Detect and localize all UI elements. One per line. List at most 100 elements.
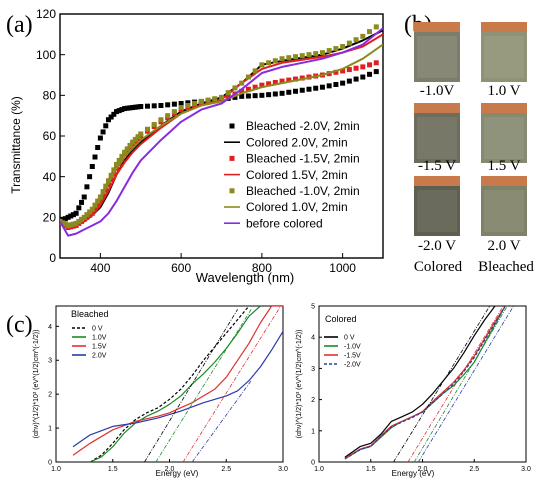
y-tick-label: 0	[48, 459, 52, 466]
photo-label: -1.0V	[420, 83, 455, 99]
sample-photo	[414, 186, 460, 236]
series-marker	[259, 82, 265, 88]
series-marker	[84, 184, 90, 190]
photo-label: 2.0 V	[487, 238, 520, 254]
series-marker	[353, 76, 359, 82]
y-tick-label: 2	[48, 392, 52, 399]
series-marker	[158, 103, 164, 108]
series-marker	[127, 142, 133, 148]
y-tick-label: 4	[48, 324, 52, 331]
series-marker	[266, 92, 272, 98]
legend-label: 1.0V	[92, 334, 107, 341]
series-marker	[353, 65, 359, 71]
series-line	[344, 306, 496, 458]
series-marker	[103, 123, 109, 129]
chart-b-title: Bleached	[71, 309, 109, 319]
series-marker	[340, 44, 346, 50]
series-marker	[97, 198, 103, 204]
series-marker	[171, 109, 177, 115]
series-marker	[239, 80, 245, 86]
sample-photo	[481, 186, 527, 236]
legend-label: Colored 2.0V, 2min	[246, 135, 348, 149]
x-tick-label: 3.0	[278, 466, 288, 473]
y-tick-label: 5	[311, 303, 315, 310]
x-tick-label: 2.0	[418, 466, 428, 473]
series-marker	[313, 85, 319, 91]
series-marker	[299, 87, 305, 93]
y-tick-label: 4	[311, 335, 315, 342]
x-tick-label: 2.0	[165, 466, 175, 473]
y-tick-label: 2	[311, 397, 315, 404]
legend-marker	[229, 155, 235, 161]
series-marker	[279, 56, 285, 62]
series-marker	[232, 94, 238, 100]
series-marker	[60, 217, 66, 223]
series-marker	[245, 74, 251, 80]
series-marker	[81, 194, 87, 200]
series-marker	[65, 222, 71, 228]
legend-label: -2.0V	[344, 361, 361, 368]
series-marker	[122, 106, 128, 112]
series-marker	[158, 117, 164, 123]
series-marker	[178, 100, 184, 106]
series-marker	[373, 24, 379, 30]
series-marker	[306, 86, 312, 92]
series-marker	[239, 88, 245, 94]
series-marker	[272, 58, 278, 64]
series-marker	[119, 153, 125, 159]
chart-a-ylabel: Transmittance (%)	[9, 96, 23, 194]
series-marker	[266, 60, 272, 66]
tangent-line	[155, 309, 252, 463]
series-marker	[346, 67, 352, 73]
series-marker	[185, 100, 191, 106]
series-marker	[272, 79, 278, 85]
legend-label: Colored 1.0V, 2min	[246, 200, 348, 214]
y-tick-label: 3	[311, 366, 315, 373]
series-marker	[252, 68, 258, 74]
series-marker	[138, 131, 144, 137]
series-line	[344, 306, 506, 459]
y-tick-label: 0	[49, 251, 56, 265]
series-marker	[192, 100, 198, 106]
legend-marker	[229, 188, 235, 194]
legend-label: Bleached -2.0V, 2min	[246, 119, 360, 133]
series-marker	[165, 113, 171, 119]
photo-label: 1.5 V	[487, 158, 520, 174]
chart-b-xlabel: Energy (eV)	[156, 469, 199, 478]
series-marker	[319, 50, 325, 56]
series-line	[60, 27, 383, 237]
series-marker	[279, 90, 285, 96]
y-tick-label: 100	[36, 48, 56, 62]
series-line	[344, 306, 506, 460]
series-marker	[95, 145, 101, 151]
y-tick-label: 1	[48, 426, 52, 433]
series-marker	[62, 221, 68, 227]
series-marker	[259, 62, 265, 68]
photo-sheen	[484, 117, 524, 159]
photo-sheen	[417, 117, 457, 159]
y-tick-label: 40	[43, 170, 57, 184]
tangent-line	[407, 305, 504, 463]
sample-photo	[481, 113, 527, 163]
y-tick-label: 1	[311, 428, 315, 435]
series-marker	[367, 62, 373, 68]
photo-sheen	[417, 36, 457, 78]
x-tick-label: 2.5	[469, 466, 479, 473]
series-marker	[119, 107, 125, 113]
series-marker	[293, 88, 299, 94]
series-marker	[219, 94, 224, 100]
series-marker	[144, 103, 150, 109]
series-line	[72, 331, 283, 448]
series-marker	[299, 53, 305, 59]
y-tick-label: 20	[43, 211, 57, 225]
series-marker	[232, 85, 238, 91]
colored-tauc-chart: 1.0 1.5 2.0 2.5 3.0 0 1 2 3 4 5	[311, 303, 531, 473]
x-tick-label: 400	[90, 261, 110, 275]
series-marker	[95, 202, 101, 208]
series-marker	[138, 104, 144, 110]
series-marker	[252, 84, 258, 90]
tangent-line	[182, 305, 282, 463]
x-tick-label: 3.0	[521, 466, 531, 473]
series-marker	[132, 104, 138, 110]
chart-c-ylabel: (αhν)^(1/2)*10³ (eV^(1/2)cm^(-1/2))	[296, 330, 303, 439]
